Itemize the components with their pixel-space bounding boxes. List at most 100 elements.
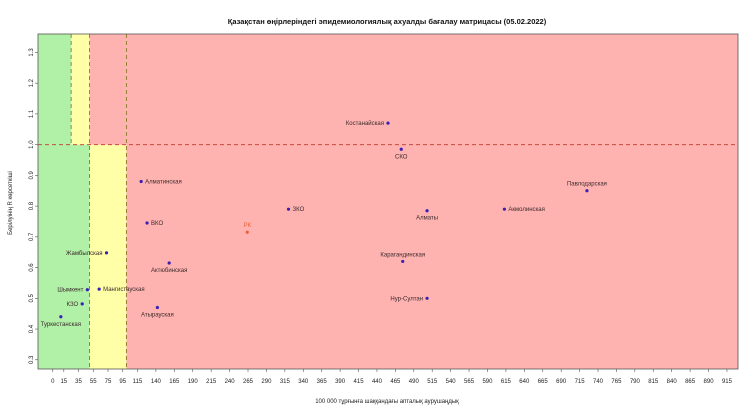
data-point (399, 147, 403, 151)
data-point (80, 302, 84, 306)
data-point (167, 261, 171, 265)
x-tick-label: 0 (51, 379, 55, 385)
x-tick-label: 690 (556, 379, 567, 385)
x-tick-label: 490 (409, 379, 420, 385)
x-tick-label: 740 (593, 379, 604, 385)
data-points: Костанайская СКО Павлодарская Акмолинская ЗК… (41, 120, 607, 328)
y-tick-label: 0.8 (29, 201, 35, 210)
data-point-label: Туркестанская (41, 322, 81, 328)
x-tick-label: 440 (372, 379, 383, 385)
data-point-label: ЗКО (293, 207, 305, 213)
zones (38, 34, 739, 369)
data-point (401, 259, 405, 264)
x-tick-label: 35 (75, 379, 82, 385)
y-tick-label: 0.6 (29, 263, 35, 272)
data-point (104, 251, 109, 255)
data-point (145, 221, 149, 225)
x-tick-label: 140 (151, 379, 162, 385)
y-tick-label: 1.2 (29, 78, 35, 87)
data-point-label: Актюбинская (151, 268, 187, 274)
x-tick-label: 165 (169, 379, 180, 385)
data-point-label: Шымкент (57, 288, 83, 294)
data-point-label: Нур-Султан (390, 296, 423, 302)
x-tick-label: 590 (482, 379, 493, 385)
data-point (245, 230, 249, 234)
x-tick-label: 465 (390, 379, 401, 385)
x-tick-label: 415 (354, 379, 365, 385)
x-tick-label: 15 (60, 379, 67, 385)
data-point (585, 189, 589, 193)
y-tick-label: 0.7 (29, 232, 35, 241)
zone-red (126, 34, 739, 369)
zone-red (89, 34, 127, 145)
x-tick-label: 515 (427, 379, 438, 385)
data-point (85, 288, 89, 292)
data-point-label: Алматы (416, 216, 438, 222)
data-point-label: Костанайская (346, 120, 384, 127)
x-tick-label: 115 (133, 379, 143, 385)
data-point (386, 121, 390, 125)
data-point (155, 305, 159, 310)
x-tick-label: 890 (704, 379, 715, 385)
x-tick-label: 665 (538, 379, 549, 385)
data-point (502, 207, 507, 211)
plot-frame (37, 33, 739, 370)
y-tick-label: 0.4 (29, 324, 35, 333)
x-tick-label: 840 (667, 379, 678, 385)
data-point-label: Карагандинская (380, 252, 425, 258)
y-tick-label: 1.3 (29, 48, 35, 57)
x-tick-label: 290 (261, 379, 272, 385)
data-point-label: СКО (395, 154, 408, 160)
x-tick-label: 315 (280, 379, 291, 385)
data-point (59, 315, 63, 319)
x-tick-label: 390 (335, 379, 346, 385)
data-point-label: ВКО (151, 221, 163, 227)
y-tick-label: 1.0 (29, 140, 35, 149)
x-tick-label: 240 (225, 379, 236, 385)
x-tick-label: 640 (519, 379, 530, 385)
reference-lines (38, 34, 738, 369)
data-point (286, 207, 291, 211)
y-tick-label: 1.1 (29, 109, 35, 118)
x-tick-label: 75 (105, 379, 112, 385)
data-point-label: Алматинская (145, 180, 182, 186)
x-tick-label: 790 (630, 379, 641, 385)
data-point-label: РК (244, 223, 252, 229)
data-point-label: Мангистауская (103, 287, 144, 293)
y-axis: 0.3 0.4 0.5 0.6 0.7 0.8 0.9 1.0 1.1 1.2 1.3 (29, 48, 38, 364)
x-tick-label: 55 (90, 379, 97, 385)
zone-yellow (89, 144, 127, 369)
x-tick-label: 815 (648, 379, 659, 385)
data-point-label: Жамбылская (66, 251, 103, 257)
x-tick-label: 265 (243, 379, 254, 385)
data-point (139, 179, 143, 184)
x-tick-label: 865 (685, 379, 696, 385)
x-tick-label: 340 (298, 379, 309, 385)
data-point (425, 296, 429, 300)
x-tick-label: 765 (611, 379, 622, 385)
x-axis: 0 15 35 55 75 95 115 140 165 190 215 240 265 290 315 34… (51, 369, 733, 385)
y-axis-label: Берілуінің R көрсеткіші (8, 171, 14, 235)
x-tick-label: 715 (575, 379, 586, 385)
zone-yellow (71, 34, 90, 145)
y-tick-label: 0.9 (29, 171, 35, 180)
x-axis-label: 100 000 тұрғынға шаққандағы апталық ауру… (315, 399, 459, 405)
data-point (97, 287, 101, 291)
x-tick-label: 215 (206, 379, 217, 385)
x-tick-label: 540 (446, 379, 457, 385)
x-tick-label: 915 (722, 379, 733, 385)
data-point-label: Павлодарская (567, 182, 607, 188)
chart-title: Қазақстан өңірлеріндегі эпидемиологиялық… (228, 17, 547, 26)
x-tick-label: 95 (119, 379, 126, 385)
y-tick-label: 0.3 (29, 355, 35, 364)
x-tick-label: 565 (464, 379, 475, 385)
x-tick-label: 190 (188, 379, 199, 385)
data-point-label: Атырауская (141, 313, 174, 319)
data-point (425, 209, 429, 213)
x-tick-label: 615 (501, 379, 512, 385)
data-point-label: Акмолинская (508, 207, 544, 213)
data-point-label: КЗО (67, 302, 79, 308)
y-tick-label: 0.5 (29, 293, 35, 302)
x-tick-label: 365 (317, 379, 328, 385)
